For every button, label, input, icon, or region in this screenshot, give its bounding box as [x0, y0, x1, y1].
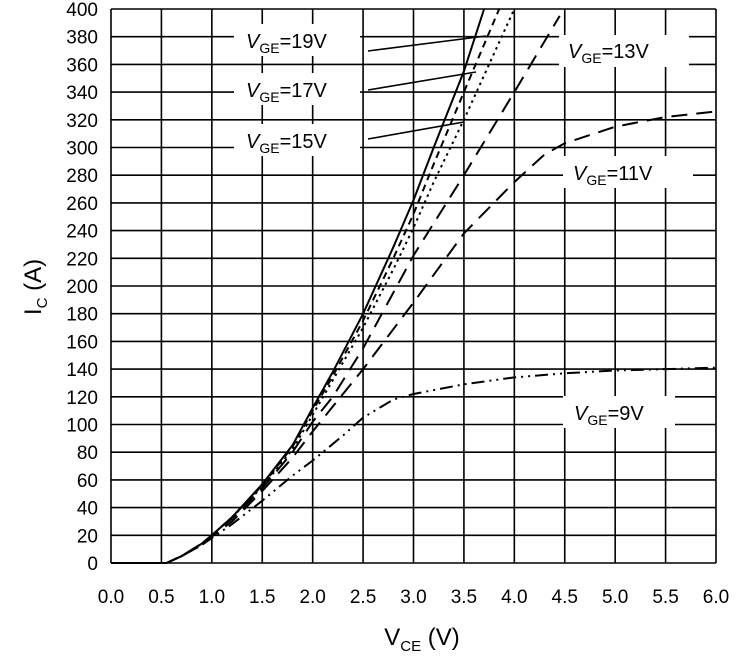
series-label: VGE=17V: [246, 80, 328, 105]
x-tick-label: 3.5: [451, 587, 477, 608]
y-tick-label: 320: [66, 111, 98, 132]
series-line-vge-11v: [111, 110, 717, 564]
y-tick-label: 200: [66, 277, 98, 298]
x-tick-label: 3.0: [400, 587, 426, 608]
y-tick-label: 180: [66, 305, 98, 326]
y-tick-label: 140: [66, 360, 98, 381]
series-label: VGE=19V: [246, 31, 328, 56]
x-tick-label: 2.0: [299, 587, 325, 608]
label-leader-line: [367, 35, 487, 52]
y-tick-label: 380: [66, 28, 98, 49]
x-tick-label: 1.0: [199, 587, 225, 608]
y-tick-label: 160: [66, 332, 98, 353]
y-tick-label: 60: [77, 471, 98, 492]
tick-layer: 0.0 0.5 1.0 1.5 2.0 2.5 3.0 3.5 4.0 4.5 5.0 5.5 6.0 0…: [66, 0, 729, 608]
series-layer: [111, 8, 717, 564]
x-tick-label: 6.0: [703, 587, 729, 608]
y-tick-label: 0: [87, 554, 98, 575]
series-label-background: [563, 396, 675, 428]
x-tick-label: 1.5: [249, 587, 275, 608]
series-label-background: [234, 124, 360, 156]
x-tick-label: 4.5: [552, 587, 578, 608]
series-label-layer: VGE=19V VGE=17V VGE=15V VGE=13V VGE=11V VGE=9…: [234, 24, 693, 428]
x-tick-label: 0.0: [98, 587, 124, 608]
x-tick-label: 5.5: [652, 587, 678, 608]
y-tick-label: 240: [66, 222, 98, 243]
y-tick-label: 280: [66, 166, 98, 187]
y-tick-label: 80: [77, 443, 98, 464]
grid-layer: [110, 8, 717, 564]
x-tick-label: 5.0: [602, 587, 628, 608]
series-label: VGE=11V: [573, 163, 653, 188]
y-tick-label: 360: [66, 55, 98, 76]
y-tick-label: 40: [77, 499, 98, 520]
y-tick-label: 120: [66, 388, 98, 409]
label-leader-line: [367, 71, 477, 91]
series-label-background: [559, 35, 689, 67]
y-tick-label: 340: [66, 83, 98, 104]
label-leader-line: [367, 121, 465, 140]
series-label: VGE=9V: [574, 403, 644, 428]
y-tick-label: 100: [66, 416, 98, 437]
x-tick-label: 4.0: [501, 587, 527, 608]
y-tick-label: 260: [66, 194, 98, 215]
series-label-background: [563, 156, 693, 188]
series-label-background: [234, 73, 360, 105]
x-axis-title: VCE (V): [384, 624, 460, 655]
series-label: VGE=13V: [568, 41, 650, 66]
y-tick-label: 220: [66, 249, 98, 270]
x-tick-label: 2.5: [350, 587, 376, 608]
series-line-vge-9v: [111, 366, 717, 564]
y-tick-label: 300: [66, 139, 98, 160]
y-axis-title: IC (A): [20, 259, 51, 315]
series-label-background: [234, 24, 360, 56]
label-connector-layer: [367, 35, 487, 140]
y-tick-label: 20: [77, 526, 98, 547]
y-tick-label: 400: [66, 0, 98, 21]
series-label: VGE=15V: [246, 131, 328, 156]
x-tick-label: 0.5: [148, 587, 174, 608]
